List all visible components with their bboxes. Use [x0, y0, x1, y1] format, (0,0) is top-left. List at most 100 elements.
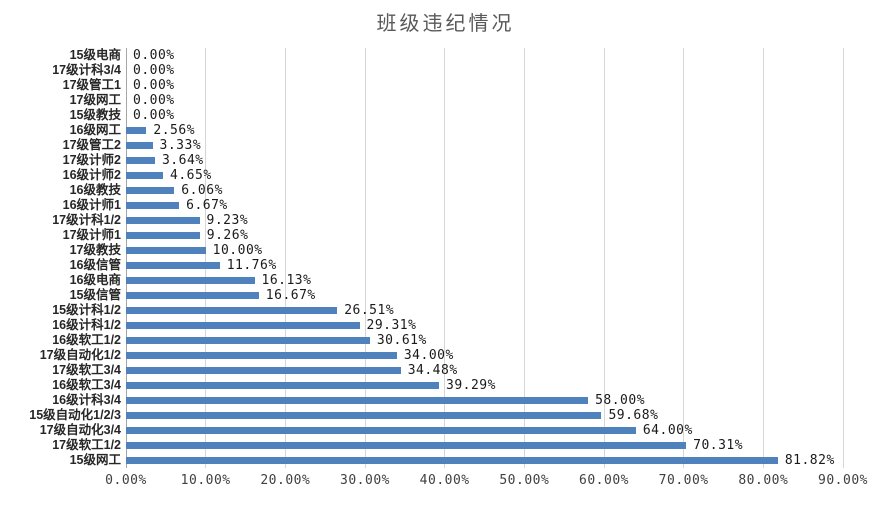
- bar[interactable]: [126, 262, 220, 269]
- category-label: 15级自动化1/2/3: [29, 408, 121, 422]
- value-label: 4.65%: [170, 168, 212, 183]
- value-label: 9.26%: [206, 228, 249, 243]
- bar[interactable]: [126, 277, 255, 284]
- bar-row: 3.64%: [126, 153, 843, 168]
- value-axis-line: [125, 48, 127, 468]
- plot-area: 0.00% 0.00% 0.00% 0.00% 0.00% 2.56% 3.33% 3.64%…: [125, 48, 844, 468]
- x-tick-label: 10.00%: [180, 473, 231, 488]
- value-label: 34.00%: [403, 348, 454, 363]
- category-label: 17级软工1/2: [52, 438, 121, 452]
- category-label: 16级计科3/4: [52, 393, 121, 407]
- bar[interactable]: [126, 172, 164, 179]
- bar-row: 9.26%: [126, 228, 843, 243]
- bar-row: 39.29%: [126, 378, 843, 393]
- category-axis: 15级电商 17级计科3/4 17级管工1 17级网工 15级教技 16级网工 17级管工2…: [0, 48, 121, 468]
- category-label: 16级计师2: [62, 168, 121, 182]
- x-tick-label: 90.00%: [818, 473, 868, 488]
- bar-row: 16.67%: [126, 288, 843, 303]
- bar[interactable]: [126, 412, 602, 419]
- category-label: 15级计科1/2: [52, 303, 121, 317]
- gridline: [603, 48, 605, 468]
- value-label: 3.33%: [159, 138, 202, 153]
- value-label: 39.29%: [446, 378, 496, 393]
- bar[interactable]: [126, 442, 687, 449]
- bar-row: 16.13%: [126, 273, 843, 288]
- value-label: 6.67%: [186, 198, 228, 213]
- category-label: 15级教技: [69, 108, 121, 122]
- value-label: 3.64%: [161, 153, 204, 168]
- bar[interactable]: [126, 322, 360, 329]
- gridlines-layer: [125, 48, 844, 468]
- bars-layer: 0.00% 0.00% 0.00% 0.00% 0.00% 2.56% 3.33% 3.64%…: [126, 48, 843, 468]
- gridline: [205, 48, 207, 468]
- bar-row: 34.00%: [126, 348, 843, 363]
- category-label: 16级教技: [69, 183, 121, 197]
- category-label: 16级计师1: [62, 198, 121, 212]
- gridline: [683, 48, 685, 468]
- bar[interactable]: [126, 202, 180, 209]
- x-tick-label: 50.00%: [499, 473, 550, 488]
- bar[interactable]: [126, 427, 636, 434]
- value-label: 29.31%: [366, 318, 417, 333]
- bar[interactable]: [126, 292, 259, 299]
- bar-row: 0.00%: [126, 63, 843, 78]
- category-label: 17级计师2: [62, 153, 121, 167]
- category-label: 17级自动化1/2: [39, 348, 121, 362]
- bar-row: 0.00%: [126, 48, 843, 63]
- bar[interactable]: [126, 382, 439, 389]
- value-label: 10.00%: [212, 243, 263, 258]
- value-label: 64.00%: [642, 423, 693, 438]
- value-label: 26.51%: [344, 303, 395, 318]
- value-label: 0.00%: [133, 78, 175, 93]
- category-label: 16级软工1/2: [52, 333, 121, 347]
- bar-row: 29.31%: [126, 318, 843, 333]
- bar[interactable]: [126, 142, 153, 149]
- bar-row: 6.67%: [126, 198, 843, 213]
- bar[interactable]: [126, 457, 778, 464]
- category-label: 17级教技: [69, 243, 121, 257]
- bar[interactable]: [126, 307, 338, 314]
- category-label: 15级信管: [69, 288, 121, 302]
- bar-row: 0.00%: [126, 108, 843, 123]
- bar[interactable]: [126, 247, 206, 254]
- gridline: [762, 48, 764, 468]
- bar[interactable]: [126, 217, 200, 224]
- bar-row: 64.00%: [126, 423, 843, 438]
- bar[interactable]: [126, 337, 370, 344]
- bar[interactable]: [126, 157, 155, 164]
- category-label: 17级软工3/4: [52, 363, 121, 377]
- bar-row: 58.00%: [126, 393, 843, 408]
- category-label: 17级计科1/2: [52, 213, 121, 227]
- category-label: 16级网工: [69, 123, 121, 137]
- category-label: 17级管工2: [62, 138, 121, 152]
- x-tick-label: 30.00%: [340, 473, 390, 488]
- category-label: 16级信管: [69, 258, 121, 272]
- value-label: 58.00%: [595, 393, 646, 408]
- category-label: 17级计科3/4: [52, 63, 121, 77]
- category-label: 17级网工: [69, 93, 121, 107]
- bar-row: 2.56%: [126, 123, 843, 138]
- bar[interactable]: [126, 232, 200, 239]
- category-label: 16级计科1/2: [52, 318, 121, 332]
- bar-row: 11.76%: [126, 258, 843, 273]
- bar[interactable]: [126, 352, 397, 359]
- value-label: 34.48%: [407, 363, 458, 378]
- bar[interactable]: [126, 187, 175, 194]
- bar[interactable]: [126, 127, 147, 134]
- category-label: 17级管工1: [62, 78, 121, 92]
- bar-row: 34.48%: [126, 363, 843, 378]
- bar[interactable]: [126, 367, 401, 374]
- gridline: [523, 48, 525, 468]
- bar-row: 30.61%: [126, 333, 843, 348]
- value-label: 81.82%: [784, 453, 835, 468]
- x-tick-label: 20.00%: [260, 473, 311, 488]
- bar-row: 4.65%: [126, 168, 843, 183]
- value-label: 6.06%: [181, 183, 223, 198]
- x-tick-label: 40.00%: [419, 473, 470, 488]
- bar-row: 26.51%: [126, 303, 843, 318]
- gridline: [444, 48, 446, 468]
- bar-row: 0.00%: [126, 93, 843, 108]
- bar[interactable]: [126, 397, 589, 404]
- x-tick-label: 0.00%: [105, 473, 147, 488]
- category-label: 17级自动化3/4: [39, 423, 121, 437]
